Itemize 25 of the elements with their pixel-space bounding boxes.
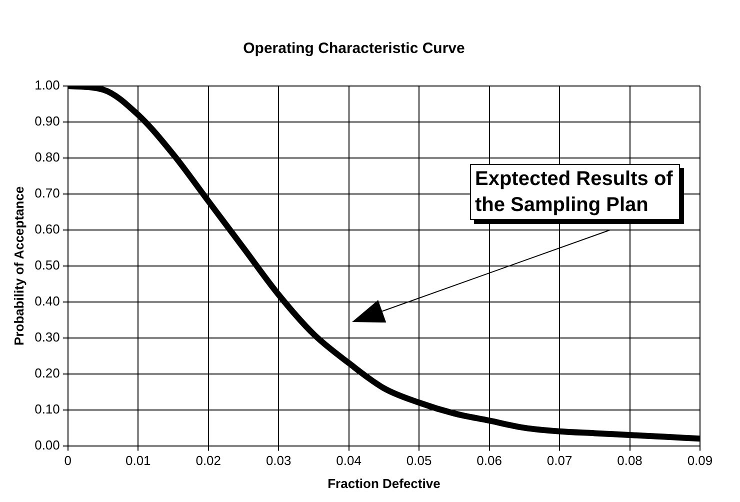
chart-title: Operating Characteristic Curve	[243, 40, 465, 58]
y-tick-label: 0.00	[34, 437, 60, 452]
y-tick-label: 1.00	[34, 78, 60, 93]
y-tick-label: 0.30	[34, 329, 60, 344]
x-tick-label: 0.05	[406, 453, 432, 468]
x-tick-label: 0.02	[196, 453, 222, 468]
x-tick-label: 0	[64, 453, 72, 468]
x-tick-label: 0.01	[125, 453, 151, 468]
x-tick-label: 0.03	[266, 453, 292, 468]
y-tick-label: 0.60	[34, 222, 60, 236]
y-tick-label: 0.80	[34, 150, 60, 165]
y-tick-label: 0.40	[34, 293, 60, 308]
y-tick-label: 0.50	[34, 257, 60, 272]
x-tick-label: 0.08	[617, 453, 642, 468]
x-tick-label: 0.07	[546, 453, 572, 468]
y-tick-label: 0.70	[34, 186, 60, 201]
y-tick-label: 0.20	[34, 365, 60, 380]
x-tick-label: 0.09	[687, 453, 713, 468]
x-axis-title: Fraction Defective	[328, 476, 440, 491]
y-tick-label: 0.90	[34, 114, 60, 129]
y-tick-label: 0.10	[34, 401, 60, 416]
y-axis-title: Probability of Acceptance	[11, 186, 26, 346]
annotation: Exptected Results of the Sampling Plan	[470, 164, 680, 220]
x-tick-label: 0.06	[476, 453, 502, 468]
x-tick-label: 0.04	[336, 453, 362, 468]
